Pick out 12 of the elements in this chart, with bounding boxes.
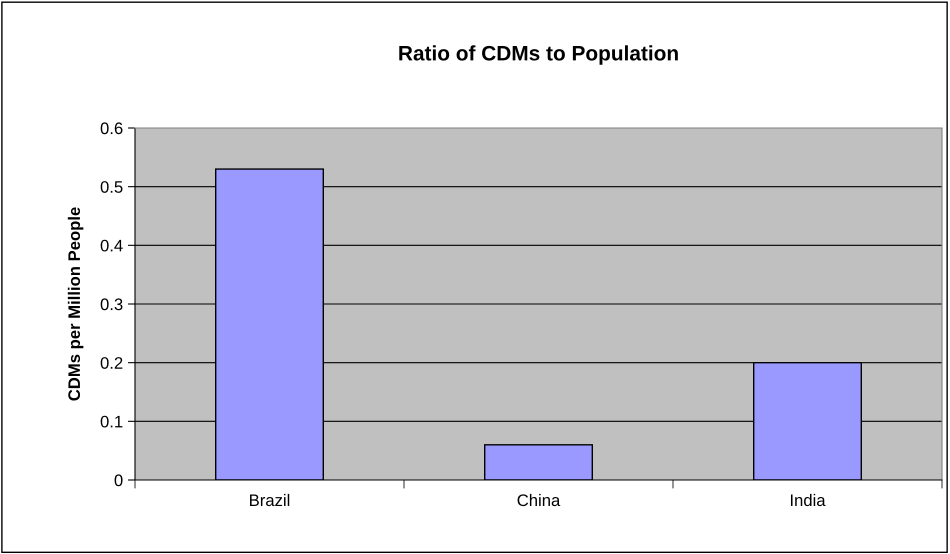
y-axis-title: CDMs per Million People — [68, 207, 84, 401]
y-tick-label: 0.6 — [100, 122, 122, 134]
y-tick-label: 0 — [114, 474, 123, 486]
y-tick-label: 0.1 — [100, 416, 122, 428]
x-tick-label: India — [790, 494, 826, 506]
x-tick-label: Brazil — [250, 494, 290, 506]
y-tick-label: 0.2 — [100, 357, 122, 369]
chart-title: Ratio of CDMs to Population — [399, 45, 678, 65]
y-tick-label: 0.3 — [100, 298, 122, 310]
y-tick-label: 0.4 — [100, 240, 123, 252]
y-tick-label: 0.5 — [100, 181, 122, 193]
x-tick-label: China — [518, 494, 560, 506]
